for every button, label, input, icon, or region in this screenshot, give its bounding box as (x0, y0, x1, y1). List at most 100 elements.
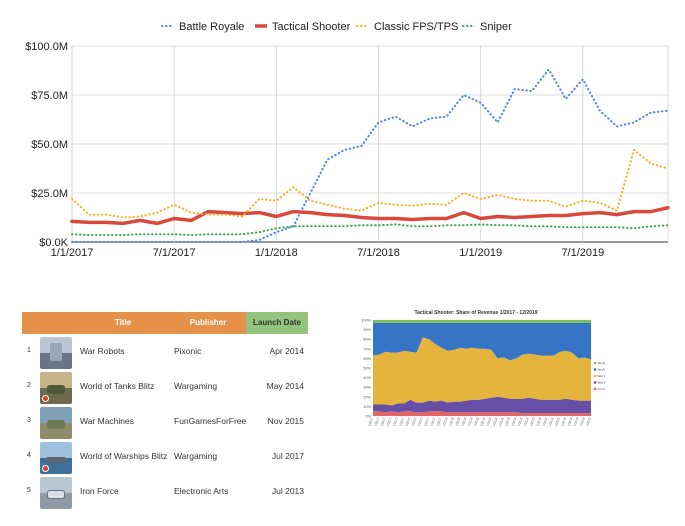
legend-label: Tactical Shooter (272, 21, 351, 33)
legend-item: War Robots (593, 374, 606, 378)
legend-label: Sniper (480, 21, 512, 33)
row-number: 1 (27, 347, 31, 354)
y-tick-label: $0.0K (39, 237, 68, 249)
x-tick-label: 11/1/2017 (428, 417, 436, 426)
game-thumbnail (40, 337, 72, 369)
game-thumbnail (40, 372, 72, 404)
x-tick-label: 6/1/2017 (397, 417, 405, 426)
x-tick-label: 10/1/2019 (571, 417, 579, 426)
game-launch-date: Jul 2013 (271, 486, 304, 496)
x-tick-label: 7/1/2019 (553, 417, 561, 426)
x-tick-label: 10/1/2018 (496, 417, 504, 426)
game-title: War Robots (80, 346, 125, 356)
legend-label: War Machines: 3D Tank Games (598, 381, 606, 385)
header-image (40, 312, 76, 334)
y-tick-label: 100% (361, 319, 371, 323)
x-tick-label: 4/1/2019 (534, 417, 542, 426)
x-tick-label: 5/1/2019 (541, 417, 549, 426)
area-world-of-warships-blitz (373, 320, 591, 323)
x-tick-label: 3/1/2018 (453, 417, 461, 426)
legend-item: World of Tanks Blitz (593, 368, 606, 372)
header-launch-date: Launch Date (246, 312, 308, 334)
game-publisher: FunGamesForFree (174, 416, 247, 426)
legend-label: World of Warships Blitz (598, 361, 606, 365)
y-tick-label: $50.0M (31, 139, 68, 151)
legend-item: Tactical Shooter (255, 21, 351, 33)
legend-item: War Machines: 3D Tank Games (593, 381, 606, 385)
header-number (22, 312, 40, 334)
y-tick-label: $75.0M (31, 90, 68, 102)
x-tick-label: 1/1/2017 (51, 247, 94, 259)
x-tick-label: 3/1/2019 (528, 417, 536, 426)
x-tick-label: 1/1/2018 (441, 417, 449, 426)
y-tick-label: 20% (363, 395, 371, 399)
x-tick-label: 8/1/2017 (410, 417, 418, 426)
game-launch-date: Jul 2017 (271, 451, 304, 461)
game-publisher: Electronic Arts (174, 486, 229, 496)
legend-swatch (593, 368, 597, 371)
legend-item: Battle Royale (161, 21, 244, 33)
table-row: 3 War Machines FunGamesForFree Nov 2015 (22, 405, 308, 440)
x-tick-label: 1/1/2018 (255, 247, 298, 259)
x-tick-label: 9/1/2019 (565, 417, 573, 426)
legend-swatch (593, 374, 597, 378)
x-tick-label: 6/1/2019 (547, 417, 555, 426)
game-thumbnail (40, 442, 72, 474)
x-tick-label: 7/1/2018 (478, 417, 486, 426)
series-line-tactical-shooter (70, 205, 670, 226)
x-tick-label: 9/1/2018 (491, 417, 499, 426)
share-of-revenue-area-chart: Tactical Shooter: Share of Revenue 1/201… (361, 310, 606, 426)
x-tick-label: 12/1/2019 (584, 417, 592, 426)
x-tick-label: 9/1/2017 (416, 417, 424, 426)
x-tick-label: 2/1/2018 (447, 417, 455, 426)
x-tick-label: 10/1/2017 (422, 417, 430, 426)
x-tick-label: 7/1/2018 (357, 247, 400, 259)
y-tick-label: 90% (363, 328, 371, 332)
legend-item: Classic FPS/TPS (356, 21, 458, 33)
series-line-battle-royale (71, 68, 669, 243)
legend-label: World of Tanks Blitz (598, 368, 606, 372)
x-tick-label: 6/1/2018 (472, 417, 480, 426)
legend-item: World of Warships Blitz (593, 361, 606, 365)
legend-label: Classic FPS/TPS (374, 21, 458, 33)
area-world-of-tanks-blitz (373, 322, 591, 361)
game-title: World of Warships Blitz (80, 451, 168, 461)
x-tick-label: 7/1/2019 (561, 247, 604, 259)
x-tick-label: 4/1/2018 (460, 417, 468, 426)
legend-label: Battle Royale (179, 21, 244, 33)
area-war-machines-3d-tank-games (373, 396, 591, 414)
game-thumbnail (40, 477, 72, 509)
table-row: 2 World of Tanks Blitz Wargaming May 201… (22, 370, 308, 405)
game-publisher: Wargaming (174, 451, 218, 461)
game-publisher: Pixonic (174, 346, 202, 356)
series-line-classic-fps-tps (71, 148, 669, 219)
x-tick-label: 4/1/2017 (385, 417, 393, 426)
legend-swatch (593, 381, 597, 384)
legend-swatch (593, 387, 597, 391)
y-tick-label: $100.0M (25, 41, 68, 53)
game-title: Iron Force (80, 486, 119, 496)
y-tick-label: $25.0M (31, 188, 68, 200)
share-chart-title: Tactical Shooter: Share of Revenue 1/201… (414, 310, 537, 316)
y-tick-label: 40% (363, 376, 371, 380)
x-tick-label: 2/1/2017 (372, 417, 380, 426)
y-tick-label: 80% (363, 338, 371, 342)
row-number: 3 (27, 417, 31, 424)
legend-item: Iron Force (593, 387, 606, 391)
row-number: 5 (27, 487, 31, 494)
header-title: Title (76, 312, 170, 334)
area-iron-force (373, 411, 591, 416)
x-tick-label: 8/1/2018 (484, 417, 492, 426)
legend-label: Iron Force (598, 387, 606, 391)
x-tick-label: 8/1/2019 (559, 417, 567, 426)
game-launch-date: Apr 2014 (269, 346, 305, 356)
x-tick-label: 5/1/2018 (466, 417, 474, 426)
y-tick-label: 30% (363, 386, 371, 390)
x-tick-label: 7/1/2017 (404, 417, 412, 426)
legend-label: War Robots (598, 374, 606, 378)
legend-swatch (593, 361, 597, 365)
row-number: 4 (27, 452, 31, 459)
x-tick-label: 12/1/2017 (434, 417, 442, 426)
legend-item: Sniper (462, 21, 512, 33)
x-tick-label: 3/1/2017 (379, 417, 387, 426)
